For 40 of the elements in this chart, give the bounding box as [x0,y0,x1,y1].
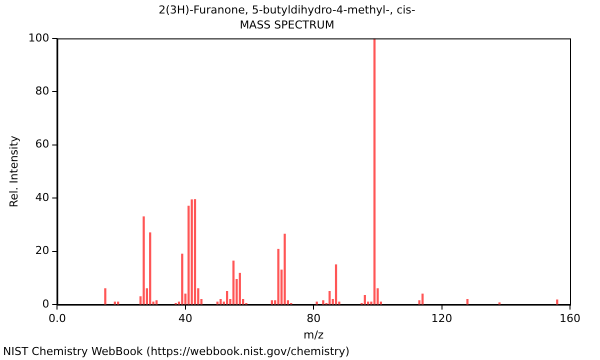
bar [316,302,318,304]
y-axis-title: Rel. Intensity [7,135,20,208]
bar [421,294,424,304]
y-tick-label: 0 [42,297,50,310]
bar [284,234,286,304]
bar [220,298,222,304]
bar [277,248,280,304]
bar [142,216,145,304]
bar [364,294,366,304]
y-tick-label: 100 [28,31,50,44]
bar [373,38,376,304]
bar [190,199,193,304]
x-tick-label: 0.0 [48,312,66,326]
x-tick-label: 80 [306,312,321,326]
bar [466,298,469,304]
chart-title: 2(3H)-Furanone, 5-butyldihydro-4-methyl-, cis- [158,3,416,16]
x-tick-label: 40 [178,312,192,326]
y-tick-label: 80 [35,84,50,98]
bar [114,302,116,304]
bar [226,290,228,304]
chart-subtitle: MASS SPECTRUM [240,18,334,32]
bar [181,254,184,304]
bar [149,232,152,304]
bar [328,290,331,304]
bar [232,260,235,304]
x-axis-title: m/z [303,328,324,342]
y-tick-label: 60 [35,138,50,151]
y-tick-label: 40 [35,190,50,204]
bar [556,299,558,304]
bar [104,288,106,304]
bar [117,302,120,304]
y-tick-label: 20 [35,244,50,258]
bar [334,264,338,304]
bar [194,199,196,304]
bar [238,272,241,304]
text: NIST Chemistry WebBook (https://webbook.nist.gov/chemistry) [3,345,350,358]
bar [322,300,324,304]
bar [216,302,219,304]
x-tick-label: 120 [431,312,452,326]
x-tick-label: 160 [560,312,580,326]
